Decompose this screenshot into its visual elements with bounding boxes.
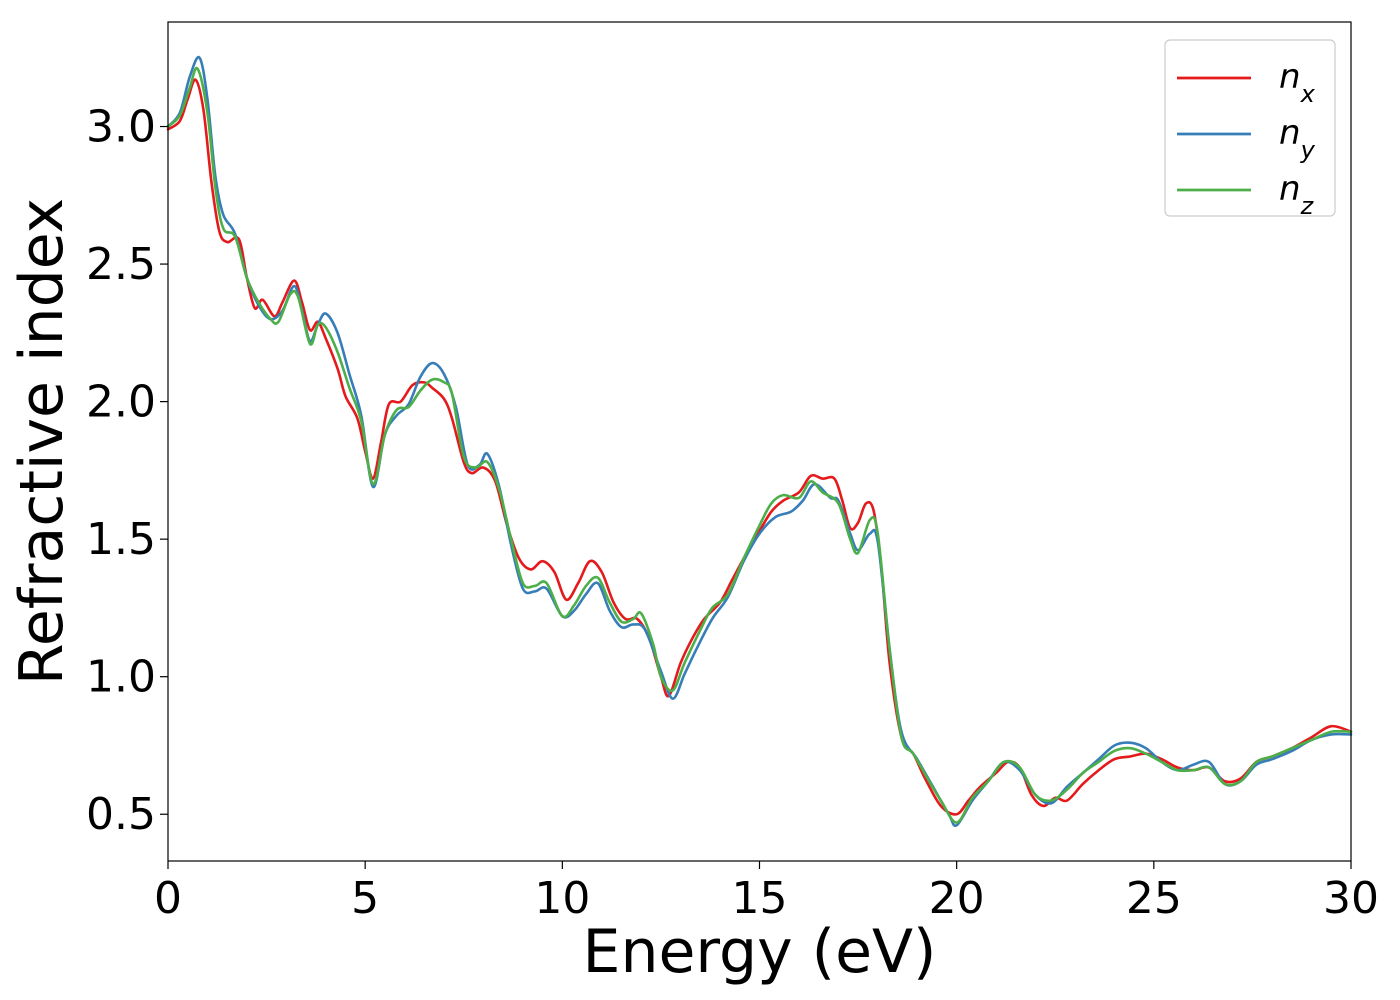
y-tick-label: 2.5 (86, 239, 156, 290)
y-tick-label: 3.0 (86, 102, 156, 153)
x-axis-title: Energy (eV) (583, 917, 937, 987)
legend-box (1164, 39, 1336, 217)
x-tick-label: 15 (732, 873, 788, 924)
y-axis-title: Refractive index (7, 198, 77, 685)
y-tick-label: 1.0 (86, 652, 156, 703)
x-tick-label: 0 (154, 873, 182, 924)
x-tick-label: 10 (534, 873, 590, 924)
series-layer (166, 55, 1353, 827)
y-tick-label: 1.5 (86, 514, 156, 565)
x-tick-label: 5 (351, 873, 379, 924)
x-tick-label: 20 (929, 873, 985, 924)
series-line-nz (166, 66, 1353, 824)
y-tick-label: 2.0 (86, 377, 156, 428)
x-tick-label: 30 (1323, 873, 1379, 924)
x-axis: 0 5 10 15 20 25 30 (154, 861, 1379, 924)
y-axis: 0.5 1.0 1.5 2.0 2.5 3.0 (86, 102, 168, 840)
y-tick-label: 0.5 (86, 789, 156, 840)
series-line-nx (166, 78, 1353, 816)
x-tick-label: 25 (1126, 873, 1182, 924)
